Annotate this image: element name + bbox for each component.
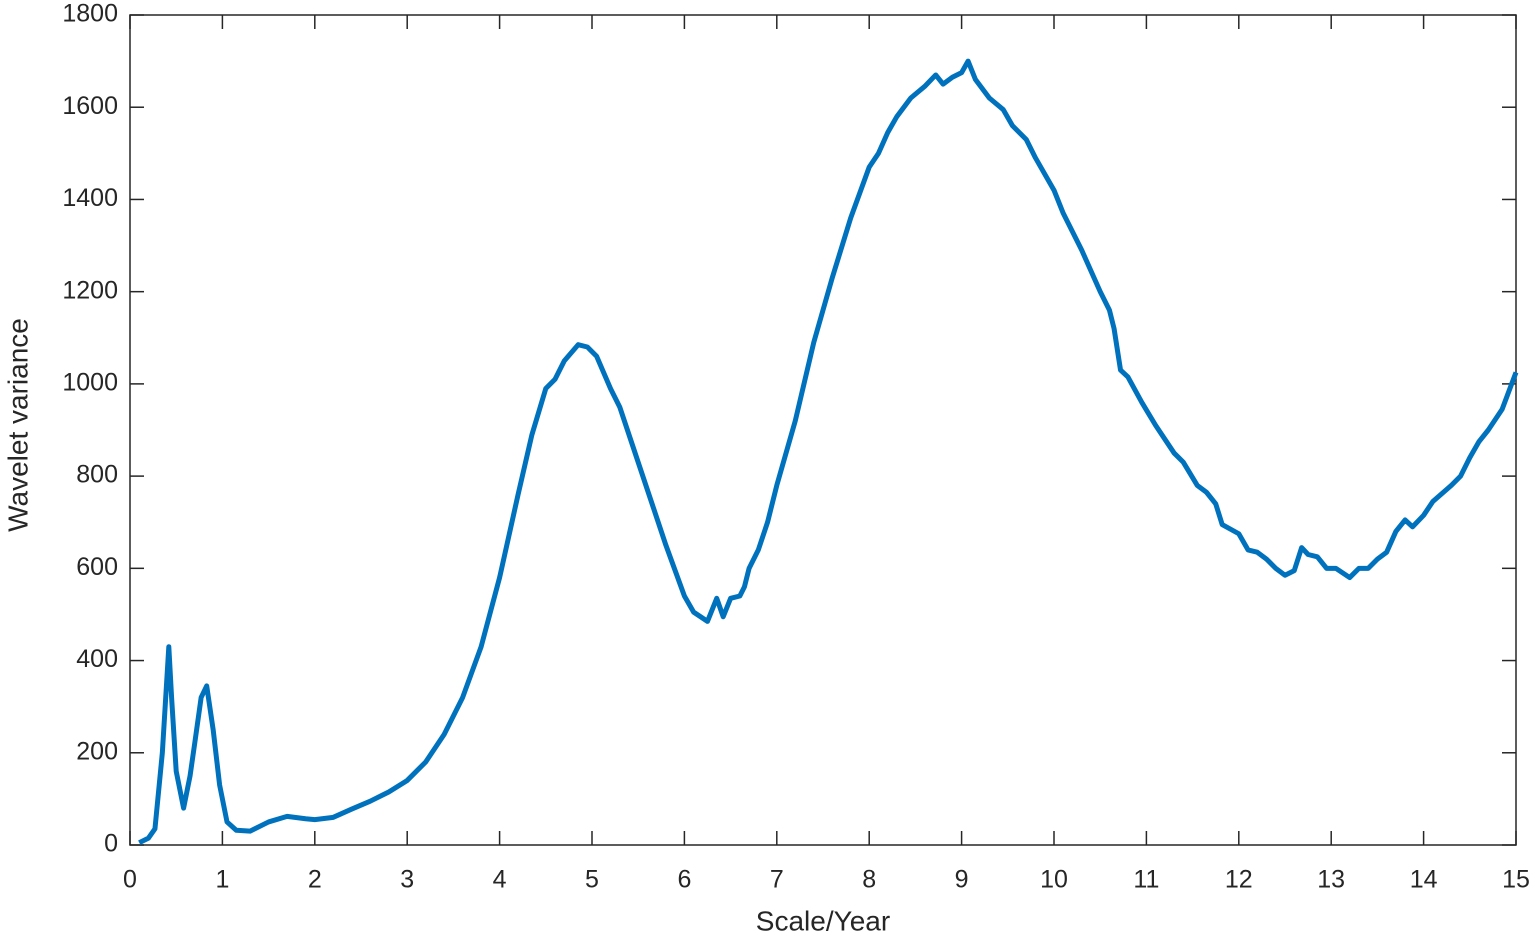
- data-line: [138, 58, 1519, 845]
- plot-frame: [129, 14, 1517, 846]
- x-tick-label: 7: [770, 866, 784, 894]
- y-tick-label: 200: [76, 737, 118, 765]
- x-tick-label: 0: [123, 866, 137, 894]
- y-tick-label: 1200: [62, 276, 118, 304]
- y-tick-label: 1600: [62, 92, 118, 120]
- x-tick-label: 1: [215, 866, 229, 894]
- x-tick-label: 15: [1502, 866, 1530, 894]
- y-axis-label: Wavelet variance: [2, 318, 33, 532]
- x-tick-label: 5: [585, 866, 599, 894]
- y-tick-label: 400: [76, 645, 118, 673]
- x-tick-label: 4: [493, 866, 507, 894]
- x-tick-label: 10: [1040, 866, 1068, 894]
- x-tick-label: 8: [862, 866, 876, 894]
- y-tick-label: 1800: [62, 0, 118, 28]
- x-tick-label: 11: [1133, 866, 1159, 894]
- x-tick-label: 3: [400, 866, 414, 894]
- x-tick-label: 6: [677, 866, 691, 894]
- x-tick-label: 12: [1225, 866, 1253, 894]
- x-tick-label: 14: [1410, 866, 1438, 894]
- y-tick-label: 0: [104, 830, 118, 858]
- x-axis-label: Scale/Year: [756, 905, 890, 936]
- y-tick-label: 1400: [62, 184, 118, 212]
- x-tick-label: 9: [955, 866, 969, 894]
- y-tick-label: 1000: [62, 368, 118, 396]
- x-tick-label: 2: [308, 866, 322, 894]
- y-tick-label: 600: [76, 553, 118, 581]
- x-tick-label: 13: [1317, 866, 1345, 894]
- y-tick-label: 800: [76, 461, 118, 489]
